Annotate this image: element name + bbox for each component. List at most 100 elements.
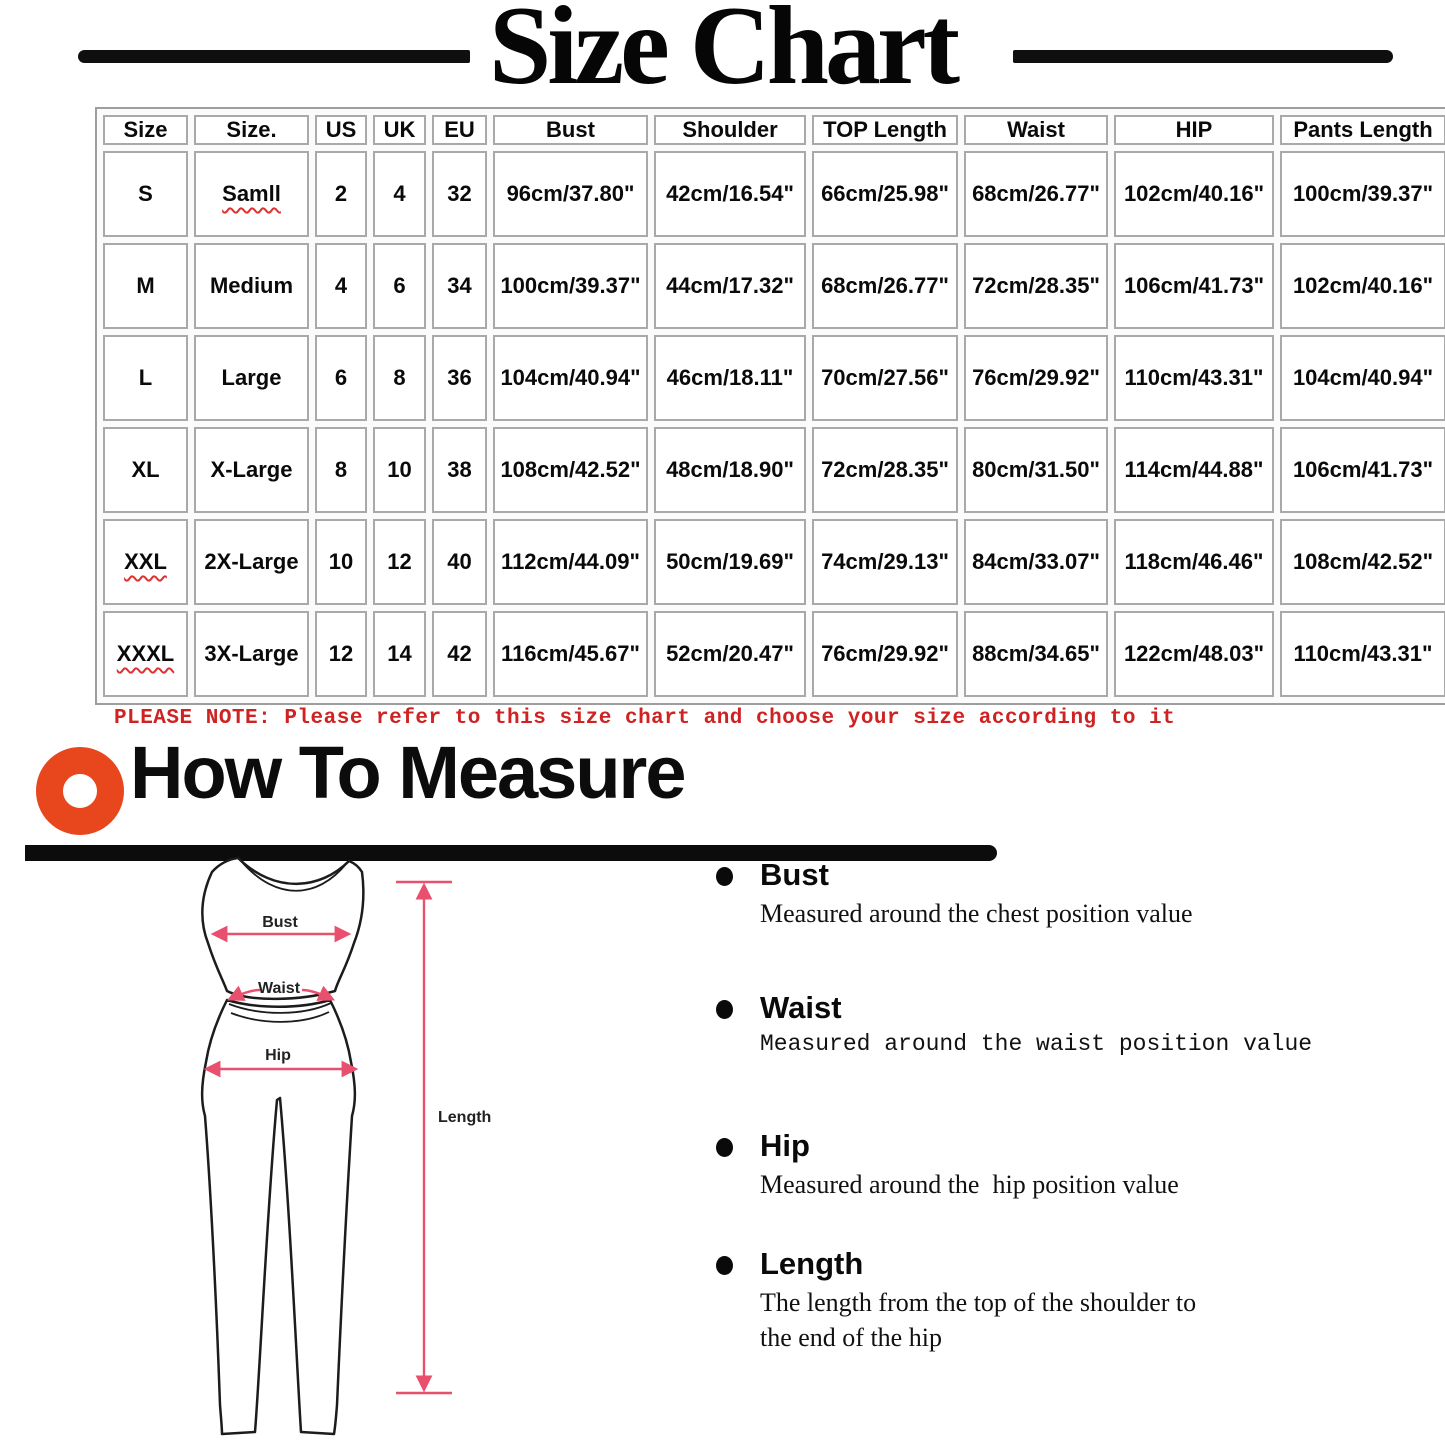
size-cell: 114cm/44.88" (1114, 427, 1274, 513)
size-cell: 100cm/39.37" (493, 243, 648, 329)
size-cell: 8 (373, 335, 426, 421)
size-chart-table: Size Size. US UK EU Bust Shoulder TOP Length Wai… (95, 107, 1445, 705)
column-header-waist: Waist (964, 115, 1108, 145)
size-cell: 50cm/19.69" (654, 519, 806, 605)
size-cell: 80cm/31.50" (964, 427, 1108, 513)
size-cell: 32 (432, 151, 487, 237)
measure-label: Hip (760, 1128, 810, 1163)
size-cell: 2 (315, 151, 367, 237)
column-header-us: US (315, 115, 367, 145)
size-cell: 46cm/18.11" (654, 335, 806, 421)
column-header-uk: UK (373, 115, 426, 145)
size-cell: 110cm/43.31" (1114, 335, 1274, 421)
size-cell: 108cm/42.52" (493, 427, 648, 513)
size-cell: 84cm/33.07" (964, 519, 1108, 605)
size-cell: 12 (373, 519, 426, 605)
size-cell: 38 (432, 427, 487, 513)
size-cell: 48cm/18.90" (654, 427, 806, 513)
size-cell: 10 (373, 427, 426, 513)
size-cell: 42cm/16.54" (654, 151, 806, 237)
waist-arrow-right (301, 985, 336, 1001)
column-header-pants-length: Pants Length (1280, 115, 1445, 145)
size-cell: 4 (373, 151, 426, 237)
measure-label: Waist (760, 990, 842, 1025)
size-cell: 104cm/40.94" (493, 335, 648, 421)
measure-description: Measured around the waist position value (760, 1031, 1313, 1058)
size-cell: 102cm/40.16" (1114, 151, 1274, 237)
measurement-diagram: Length Bust Waist Hip (200, 856, 491, 1436)
size-cell: 34 (432, 243, 487, 329)
bullet-icon (716, 1256, 733, 1275)
title-bar-left-rule (78, 50, 470, 63)
size-cell: 42 (432, 611, 487, 697)
size-cell: 8 (315, 427, 367, 513)
size-cell: 76cm/29.92" (964, 335, 1108, 421)
size-cell: 96cm/37.80" (493, 151, 648, 237)
size-row-xxxl: XXXL 3X-Large 12 14 42 116cm/45.67" 52cm/20.47… (103, 611, 1445, 697)
size-cell: 68cm/26.77" (964, 151, 1108, 237)
size-cell: X-Large (194, 427, 309, 513)
size-cell: 66cm/25.98" (812, 151, 958, 237)
measure-description: Measured around the hip position value (760, 1170, 1179, 1200)
measure-description: The length from the top of the shoulder … (760, 1288, 1197, 1353)
please-note-text: PLEASE NOTE: Please refer to this size c… (114, 707, 1176, 730)
size-cell: 44cm/17.32" (654, 243, 806, 329)
column-header-hip: HIP (1114, 115, 1274, 145)
waist-arrow-left (226, 985, 261, 1001)
bullet-icon (716, 1000, 733, 1019)
size-cell: Large (194, 335, 309, 421)
measure-item-hip: Hip Measured around the hip position val… (716, 1128, 1320, 1202)
size-cell: Medium (194, 243, 309, 329)
title-bar-right-rule (1013, 50, 1393, 63)
size-cell: 118cm/46.46" (1114, 519, 1274, 605)
size-cell: 72cm/28.35" (964, 243, 1108, 329)
size-cell: 76cm/29.92" (812, 611, 958, 697)
size-cell: 74cm/29.13" (812, 519, 958, 605)
size-cell: 108cm/42.52" (1280, 519, 1445, 605)
size-row-xxl: XXL 2X-Large 10 12 40 112cm/44.09" 50cm/19.69"… (103, 519, 1445, 605)
size-cell: 14 (373, 611, 426, 697)
size-cell: 112cm/44.09" (493, 519, 648, 605)
size-cell: 6 (373, 243, 426, 329)
size-table-header-row: Size Size. US UK EU Bust Shoulder TOP Length Wai… (103, 115, 1445, 145)
orange-ring-icon (36, 747, 124, 835)
size-cell: L (103, 335, 188, 421)
size-cell: 70cm/27.56" (812, 335, 958, 421)
page-title: Size Chart (488, 0, 960, 108)
size-cell: XXL (103, 519, 188, 605)
size-row-s: S Samll 2 4 32 96cm/37.80" 42cm/16.54" 66cm/25.… (103, 151, 1445, 237)
column-header-top-length: TOP Length (812, 115, 958, 145)
column-header-eu: EU (432, 115, 487, 145)
size-cell: 2X-Large (194, 519, 309, 605)
size-cell: 122cm/48.03" (1114, 611, 1274, 697)
measure-description: Measured around the chest position value (760, 899, 1193, 929)
size-cell: 106cm/41.73" (1280, 427, 1445, 513)
bullet-icon (716, 867, 733, 886)
column-header-size: Size (103, 115, 188, 145)
size-cell: XXXL (103, 611, 188, 697)
size-cell: 40 (432, 519, 487, 605)
size-cell: 104cm/40.94" (1280, 335, 1445, 421)
measure-item-length: Length The length from the top of the sh… (716, 1246, 1280, 1355)
size-cell: XL (103, 427, 188, 513)
pants-garment-outline (200, 998, 357, 1436)
heading-underline-rule (25, 845, 997, 861)
size-cell: 36 (432, 335, 487, 421)
size-cell: 110cm/43.31" (1280, 611, 1445, 697)
column-header-bust: Bust (493, 115, 648, 145)
size-row-xl: XL X-Large 8 10 38 108cm/42.52" 48cm/18.90" 72c… (103, 427, 1445, 513)
waistband-line (228, 1002, 332, 1014)
diagram-length-label: Length (438, 1109, 491, 1126)
size-cell: 12 (315, 611, 367, 697)
size-cell: 10 (315, 519, 367, 605)
column-header-size-: Size. (194, 115, 309, 145)
size-cell: 52cm/20.47" (654, 611, 806, 697)
diagram-hip-label: Hip (265, 1047, 291, 1064)
column-header-shoulder: Shoulder (654, 115, 806, 145)
how-to-measure-heading: How To Measure (130, 731, 686, 814)
bullet-icon (716, 1138, 733, 1157)
size-cell: S (103, 151, 188, 237)
size-cell: 72cm/28.35" (812, 427, 958, 513)
diagram-waist-label: Waist (258, 980, 301, 997)
